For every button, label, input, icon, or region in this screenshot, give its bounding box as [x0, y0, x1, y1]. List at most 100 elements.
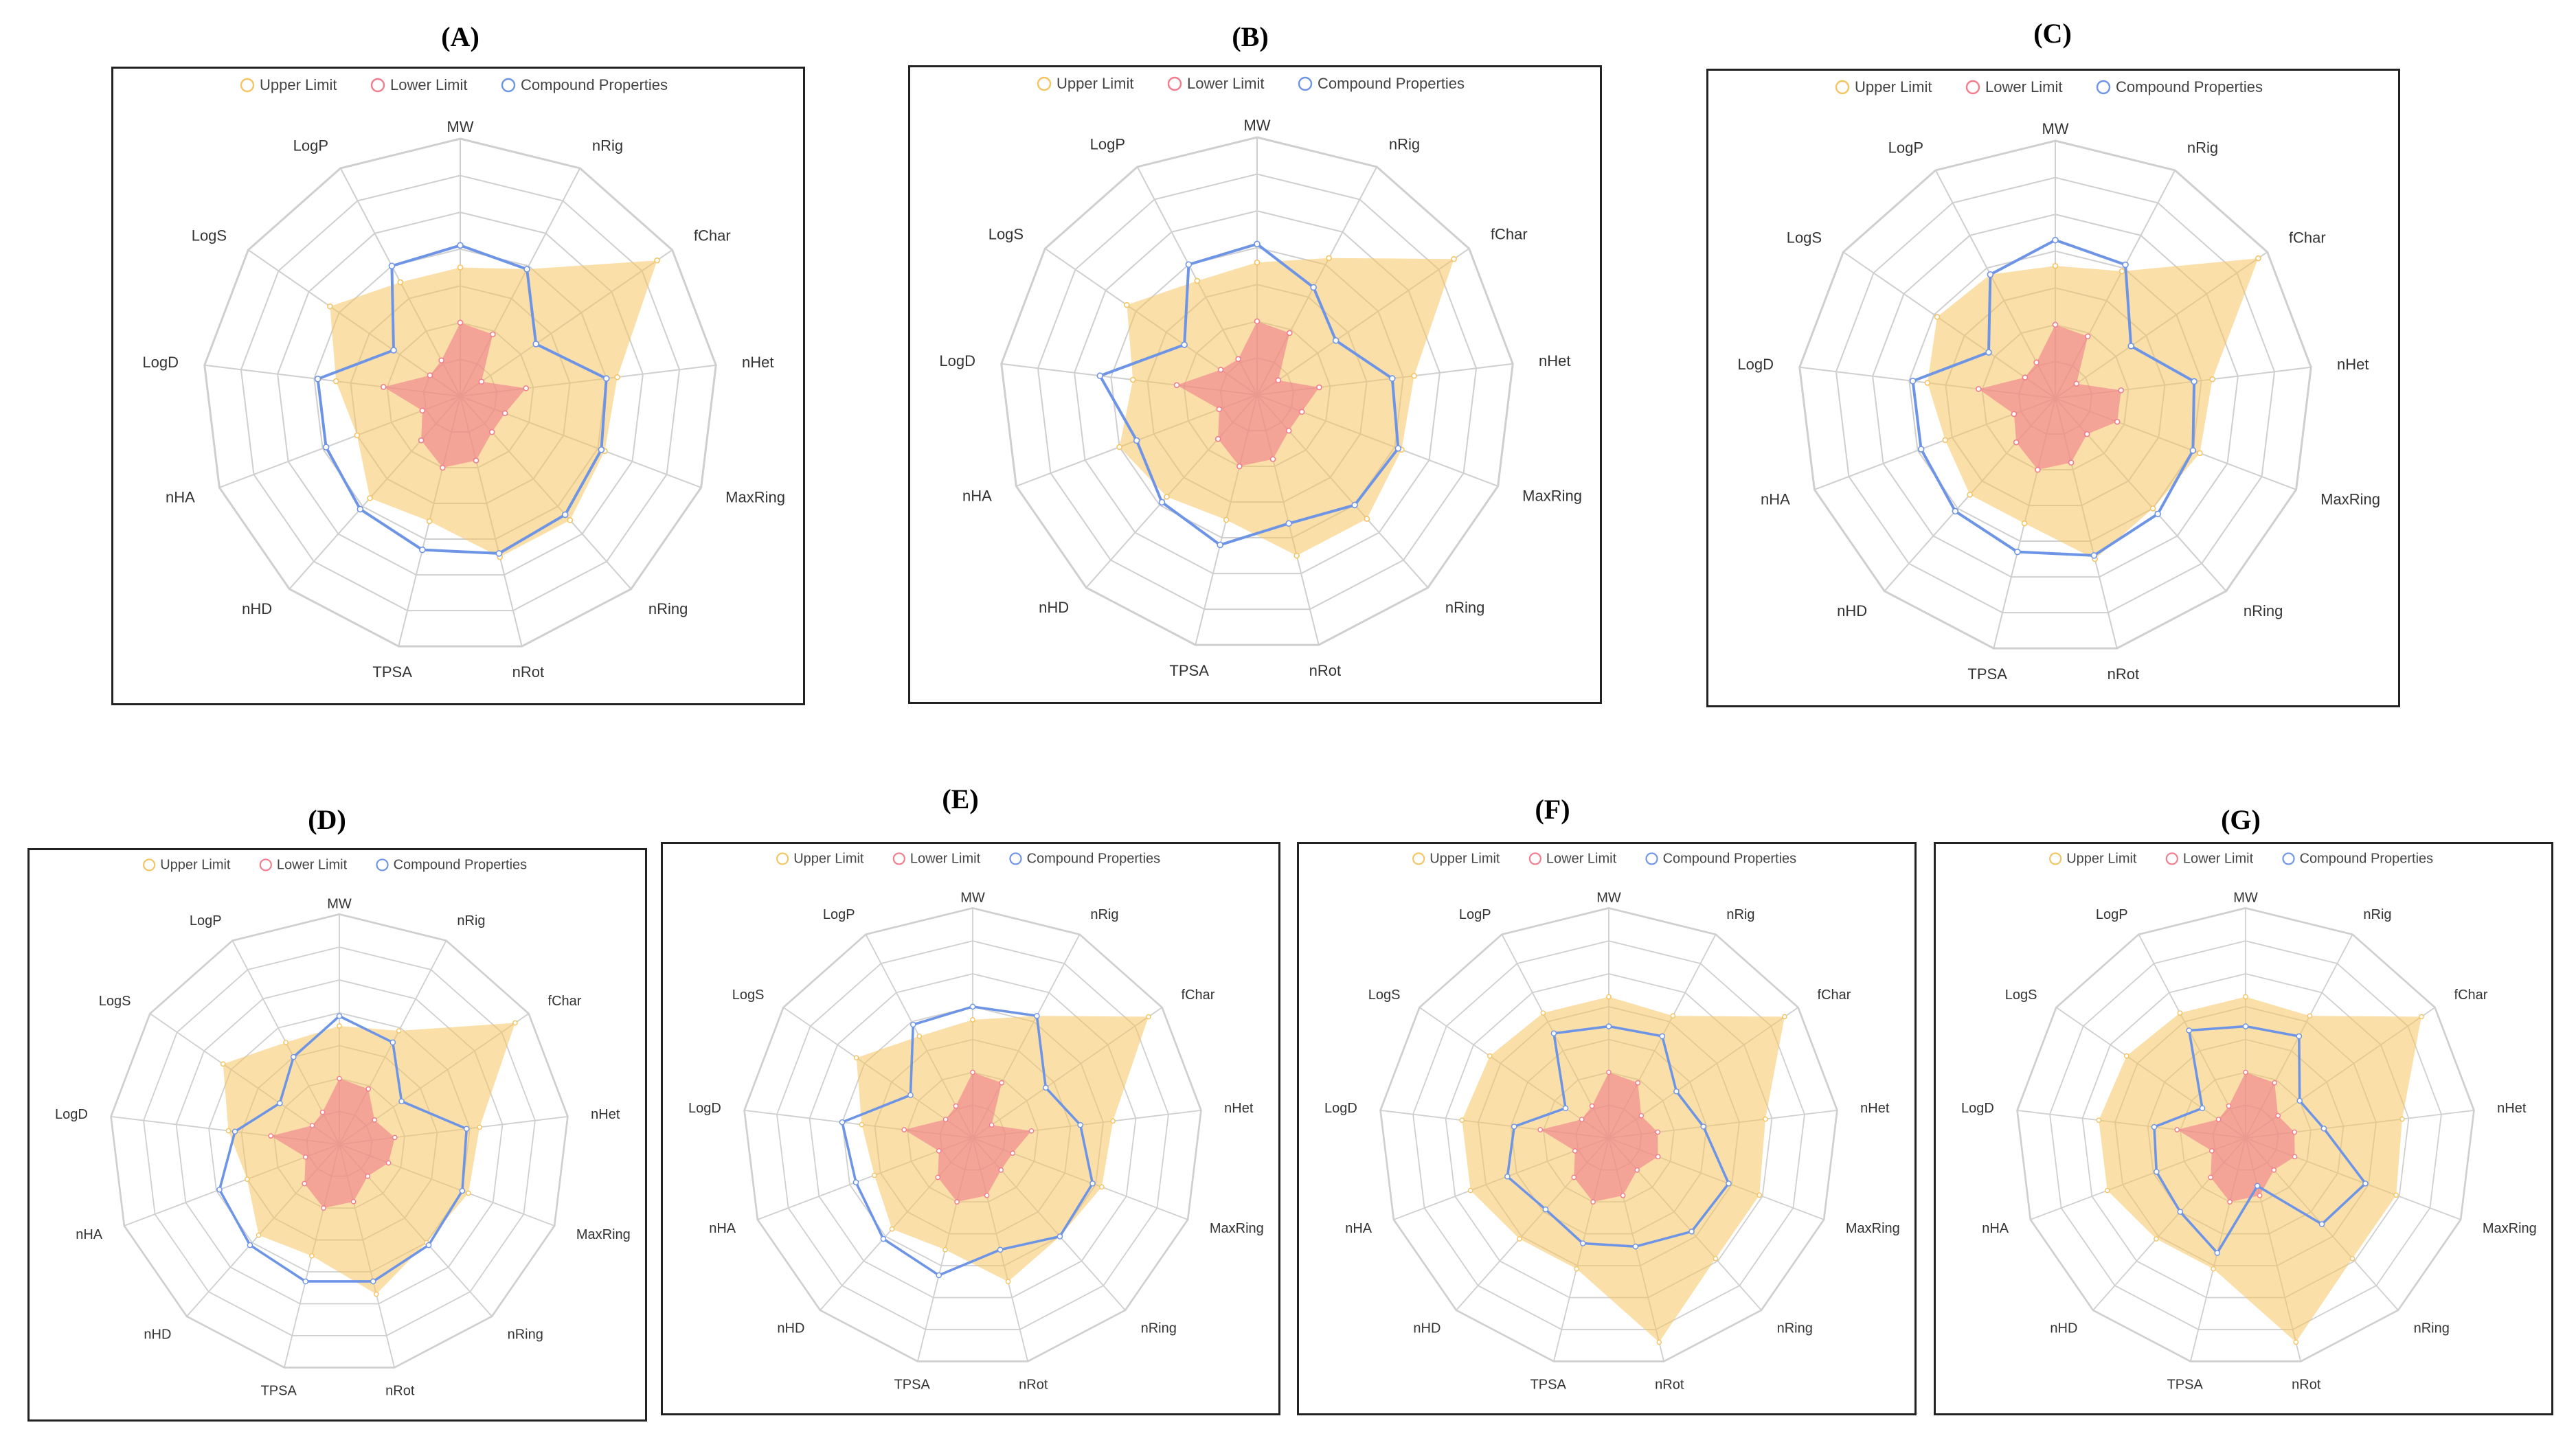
- series-lower-limit-point[interactable]: [2011, 411, 2018, 418]
- series-upper-limit-point[interactable]: [1005, 1279, 1011, 1285]
- series-lower-limit-point[interactable]: [1316, 384, 1322, 391]
- series-lower-limit-point[interactable]: [2227, 1199, 2233, 1205]
- series-upper-limit-point[interactable]: [354, 432, 361, 439]
- series-lower-limit-point[interactable]: [2073, 380, 2080, 387]
- series-lower-limit-point[interactable]: [998, 1167, 1004, 1173]
- series-lower-limit-point[interactable]: [523, 385, 530, 391]
- series-lower-limit-point[interactable]: [2257, 1192, 2263, 1198]
- series-compound-properties-point[interactable]: [2177, 1209, 2184, 1215]
- series-lower-limit-point[interactable]: [1010, 1150, 1015, 1156]
- series-upper-limit-point[interactable]: [1942, 437, 1949, 444]
- series-compound-properties-point[interactable]: [1605, 1023, 1612, 1029]
- series-compound-properties-point[interactable]: [1659, 1033, 1666, 1040]
- series-upper-limit-point[interactable]: [225, 1128, 231, 1134]
- series-upper-limit-point[interactable]: [1756, 1192, 1763, 1198]
- series-compound-properties-point[interactable]: [2127, 343, 2135, 350]
- series-upper-limit-point[interactable]: [1223, 516, 1230, 523]
- series-compound-properties-point[interactable]: [390, 347, 397, 354]
- series-compound-properties-point[interactable]: [1542, 1206, 1549, 1213]
- series-upper-limit-point[interactable]: [1326, 255, 1332, 262]
- series-upper-limit-point[interactable]: [397, 279, 404, 286]
- series-upper-limit-point[interactable]: [256, 1232, 262, 1238]
- series-upper-limit-point[interactable]: [1451, 255, 1457, 262]
- series-upper-limit-point[interactable]: [2243, 994, 2248, 1000]
- series-lower-limit-point[interactable]: [1298, 409, 1305, 415]
- series-lower-limit-point[interactable]: [1572, 1148, 1578, 1154]
- series-compound-properties-point[interactable]: [2320, 1126, 2327, 1132]
- series-lower-limit-point[interactable]: [2052, 321, 2059, 328]
- series-lower-limit-point[interactable]: [2118, 387, 2125, 393]
- series-compound-properties-point[interactable]: [1562, 1105, 1569, 1112]
- series-upper-limit-point[interactable]: [396, 1028, 402, 1034]
- series-lower-limit-point[interactable]: [1655, 1129, 1661, 1135]
- series-compound-properties-point[interactable]: [425, 1242, 432, 1248]
- series-upper-limit-point[interactable]: [1194, 277, 1201, 284]
- legend-item[interactable]: Upper Limit: [1037, 75, 1133, 92]
- series-compound-properties-point[interactable]: [2151, 1123, 2158, 1130]
- series-lower-limit-point[interactable]: [1589, 1103, 1595, 1109]
- series-upper-limit-point[interactable]: [1487, 1053, 1493, 1059]
- series-compound-properties-point[interactable]: [969, 1003, 976, 1010]
- series-lower-limit-point[interactable]: [936, 1148, 942, 1154]
- legend-item[interactable]: Compound Properties: [2096, 78, 2263, 95]
- series-compound-properties-point[interactable]: [997, 1246, 1004, 1253]
- series-compound-properties-point[interactable]: [561, 511, 569, 518]
- series-compound-properties-point[interactable]: [1579, 1240, 1586, 1246]
- legend-item[interactable]: Upper Limit: [776, 852, 864, 867]
- series-upper-limit-point[interactable]: [457, 264, 464, 271]
- series-lower-limit-point[interactable]: [392, 1134, 398, 1141]
- legend-item[interactable]: Lower Limit: [2165, 852, 2254, 867]
- series-lower-limit-point[interactable]: [953, 1103, 959, 1109]
- series-lower-limit-point[interactable]: [1235, 356, 1241, 363]
- series-lower-limit-point[interactable]: [490, 331, 496, 338]
- series-lower-limit-point[interactable]: [2292, 1154, 2298, 1160]
- legend-item[interactable]: Upper Limit: [1835, 78, 1932, 95]
- series-upper-limit-point[interactable]: [1606, 994, 1612, 1000]
- series-upper-limit-point[interactable]: [1293, 552, 1300, 559]
- series-lower-limit-point[interactable]: [418, 437, 425, 444]
- series-compound-properties-point[interactable]: [1673, 1088, 1680, 1095]
- series-lower-limit-point[interactable]: [2243, 1069, 2248, 1075]
- series-lower-limit-point[interactable]: [2114, 418, 2121, 425]
- series-upper-limit-point[interactable]: [916, 1034, 923, 1039]
- series-compound-properties-point[interactable]: [2186, 1027, 2193, 1034]
- series-compound-properties-point[interactable]: [357, 505, 364, 513]
- series-upper-limit-point[interactable]: [1924, 380, 1931, 386]
- series-upper-limit-point[interactable]: [2293, 1339, 2299, 1345]
- series-upper-limit-point[interactable]: [373, 1291, 379, 1297]
- series-lower-limit-point[interactable]: [1173, 382, 1180, 389]
- series-lower-limit-point[interactable]: [2271, 1167, 2277, 1173]
- series-upper-limit-point[interactable]: [654, 257, 660, 264]
- series-compound-properties-point[interactable]: [2189, 447, 2197, 454]
- series-compound-properties-point[interactable]: [1254, 240, 1261, 248]
- series-upper-limit-point[interactable]: [2209, 376, 2215, 383]
- series-lower-limit-point[interactable]: [901, 1127, 907, 1132]
- series-compound-properties-point[interactable]: [2014, 548, 2021, 556]
- series-upper-limit-point[interactable]: [512, 1020, 518, 1026]
- series-upper-limit-point[interactable]: [2052, 262, 2059, 269]
- series-lower-limit-point[interactable]: [302, 1154, 308, 1160]
- series-compound-properties-point[interactable]: [2199, 1105, 2206, 1112]
- series-compound-properties-point[interactable]: [1217, 541, 1223, 549]
- series-compound-properties-point[interactable]: [602, 375, 610, 382]
- series-lower-limit-point[interactable]: [1537, 1127, 1544, 1132]
- legend-item[interactable]: Compound Properties: [501, 76, 668, 93]
- series-upper-limit-point[interactable]: [426, 518, 433, 525]
- series-compound-properties-point[interactable]: [2214, 1250, 2221, 1256]
- series-lower-limit-point[interactable]: [1285, 427, 1292, 434]
- series-lower-limit-point[interactable]: [381, 384, 387, 390]
- series-upper-limit-point[interactable]: [220, 1061, 226, 1067]
- series-compound-properties-point[interactable]: [2153, 1169, 2160, 1175]
- series-compound-properties-point[interactable]: [1987, 271, 1994, 278]
- series-lower-limit-point[interactable]: [302, 1180, 308, 1187]
- series-upper-limit-point[interactable]: [244, 1176, 250, 1182]
- series-lower-limit-point[interactable]: [1606, 1069, 1612, 1075]
- series-compound-properties-point[interactable]: [388, 262, 396, 270]
- series-upper-limit-point[interactable]: [2349, 1255, 2355, 1262]
- series-lower-limit-point[interactable]: [999, 1080, 1005, 1086]
- series-upper-limit-point[interactable]: [970, 1017, 975, 1023]
- series-lower-limit-point[interactable]: [988, 1122, 995, 1128]
- series-compound-properties-point[interactable]: [459, 1187, 466, 1194]
- series-compound-properties-point[interactable]: [1952, 507, 1959, 515]
- series-lower-limit-point[interactable]: [365, 1086, 372, 1092]
